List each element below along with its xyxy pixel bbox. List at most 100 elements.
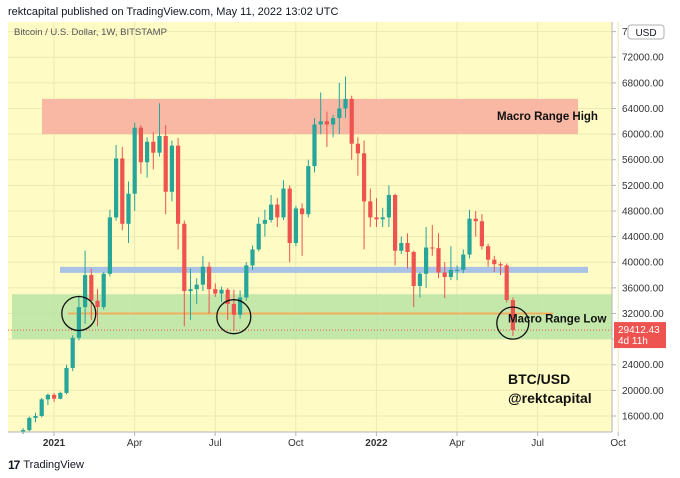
candle-up [467,209,472,259]
candle-body [132,127,137,194]
candle-up [76,295,81,341]
chart-title: Bitcoin / U.S. Dollar, 1W, BITSTAMP [14,27,167,38]
candle-down [504,263,509,303]
candle-body [504,265,509,301]
candle-down [138,125,143,174]
candle-up [262,209,267,237]
candle-up [424,227,429,288]
candle-body [182,223,187,292]
candle-up [238,290,243,319]
candle-body [256,223,261,250]
candle-body [275,204,280,218]
candle-body [399,243,404,251]
candle-up [461,249,466,274]
candle-body [430,247,435,249]
candle-down [52,392,57,402]
candle-up [58,391,63,400]
candle-body [225,289,230,304]
candle-body [362,153,367,202]
x-tick-label: 2021 [43,438,66,449]
candle-body [349,98,354,144]
candle-down [95,289,100,327]
currency-label: USD [635,28,656,39]
candle-body [138,127,143,163]
candle-body [492,259,497,265]
candle-down [430,225,435,256]
candle-body [145,141,150,163]
candle-up [337,82,342,135]
support-circle [216,299,252,335]
candle-body [70,337,75,368]
candle-up [455,265,460,281]
candle-down [374,198,379,227]
candle-body [417,273,422,286]
candle-body [157,136,162,153]
btc-weekly-chart[interactable]: Macro Range High Macro Range Low BTC/USD @r… [8,22,672,454]
candle-body [448,269,453,277]
x-tick-label: Jul [531,438,544,449]
candle-body [83,275,88,308]
candle-down [324,111,329,147]
candle-up [380,207,385,227]
candle-body [380,217,385,220]
x-tick-label: Apr [127,438,143,449]
candle-down [355,137,360,176]
candle-down [368,188,373,227]
candle-up [219,286,224,302]
last-price-value: 29412.43 [618,325,660,336]
candle-up [39,398,44,418]
annotation-labels: Macro Range High Macro Range Low BTC/USD @r… [497,111,606,406]
candle-body [343,98,348,109]
countdown-value: 4d 11h [618,336,648,347]
candle-up [386,185,391,227]
candles [21,76,515,434]
y-tick-label: 44000.00 [622,232,664,243]
candle-down [287,185,292,263]
candle-down [362,140,367,250]
candle-up [114,145,119,221]
candle-body [473,218,478,222]
candle-body [52,394,57,399]
candle-up [200,255,205,292]
candle-down [405,233,410,269]
candle-down [300,203,305,256]
support-circle [61,295,97,332]
candle-down [163,125,168,215]
candle-body [213,289,218,294]
macro-range-high-label: Macro Range High [497,111,598,123]
candle-body [300,208,305,215]
candle-down [411,250,416,308]
tradingview-logo-icon: 17 [8,458,20,472]
x-tick-label: Apr [449,438,465,449]
candle-up [27,416,32,432]
candle-body [33,415,38,418]
candle-body [436,248,441,273]
candle-down [479,214,484,250]
candle-body [262,219,267,224]
y-tick-label: 48000.00 [622,206,664,217]
candle-body [411,251,416,286]
candle-down [492,255,497,272]
candle-body [269,204,274,220]
footer-brand[interactable]: TradingView [23,459,84,471]
btcusd-label: BTC/USD [508,371,570,387]
candle-body [219,289,224,294]
candle-up [244,262,249,301]
candle-body [120,158,125,224]
candle-up [417,271,422,298]
y-tick-label: 60000.00 [622,130,664,141]
rektcapital-label: @rektcapital [508,390,592,406]
y-tick-label: 40000.00 [622,258,664,269]
candle-down [486,243,491,267]
currency-badge[interactable] [627,24,665,40]
candle-body [337,108,342,119]
candle-up [169,140,174,202]
x-tick-label: Oct [610,438,626,449]
candle-body [45,394,50,400]
y-tick-label: 52000.00 [622,181,664,192]
candle-down [442,262,447,299]
candle-up [126,181,131,244]
candle-body [169,145,174,192]
y-tick-label: 72000.00 [622,53,664,64]
candle-up [101,271,106,310]
